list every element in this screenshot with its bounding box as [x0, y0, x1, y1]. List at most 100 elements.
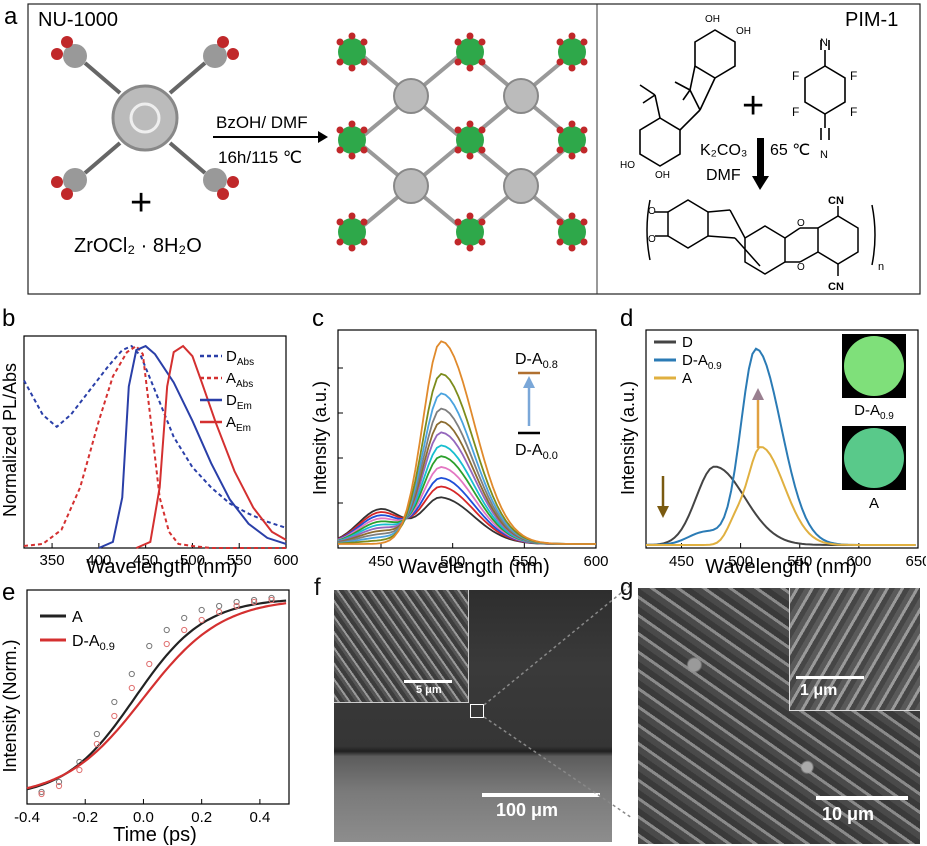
e-xtick-label: -0.2	[72, 809, 98, 826]
d-xtick-label: 500	[728, 553, 753, 570]
mof-oxygen	[348, 32, 356, 40]
d-legend-label: A	[682, 370, 692, 387]
mof-oxygen	[568, 212, 576, 220]
mof-oxygen	[556, 38, 564, 46]
b-ylabel: Normalized PL/Abs	[0, 363, 20, 517]
c-series-3	[337, 466, 596, 545]
e-point	[163, 640, 170, 648]
mof-oxygen	[580, 218, 588, 226]
e-point	[181, 626, 188, 634]
e-point	[268, 594, 275, 602]
mof-oxygen	[336, 218, 344, 226]
sem-inset: 5 μm	[334, 590, 469, 703]
panel-g-letter: g	[620, 574, 634, 601]
mof-zr-node	[338, 218, 366, 246]
panel-a-letter: a	[4, 3, 18, 30]
d-series-A	[646, 446, 916, 546]
panel-f-letter: f	[314, 574, 321, 601]
d-xtick-label: 600	[846, 553, 871, 570]
mof-oxygen	[336, 238, 344, 246]
mof-oxygen	[478, 218, 486, 226]
photo-label-a: A	[869, 495, 879, 512]
e-point	[163, 626, 170, 634]
mof-oxygen	[348, 244, 356, 252]
e-point	[55, 782, 63, 790]
d-legend-label: D	[682, 334, 693, 351]
mof-zr-node	[338, 38, 366, 66]
b-xtick-label: 450	[133, 552, 158, 569]
mof-zr-node	[456, 218, 484, 246]
c-xtick-label: 450	[368, 553, 393, 570]
d-xtick-label: 450	[669, 553, 694, 570]
pim-condition-base: K₂CO₃	[700, 142, 747, 159]
arrow-condition-top: BzOH/ DMF	[216, 113, 308, 132]
panel-c: c Intensity (a.u.) Wavelength (nm) 450 50…	[310, 305, 609, 578]
b-series-A_Em	[135, 344, 287, 549]
e-point	[38, 788, 45, 796]
e-legend-label: D-A0.9	[72, 633, 115, 653]
plus-sign: +	[130, 182, 152, 224]
mof-oxygen	[478, 38, 486, 46]
d-legend-label: D-A0.9	[682, 352, 722, 372]
nu1000-title: NU-1000	[38, 9, 118, 31]
d-ylabel: Intensity (a.u.)	[618, 381, 638, 495]
e-point	[128, 684, 135, 692]
e-point	[233, 602, 240, 610]
scale-label-10um: 10 μm	[822, 804, 875, 824]
poly-o-3: O	[797, 218, 805, 229]
mof-oxygen	[454, 58, 462, 66]
atom-n-1: N	[820, 37, 828, 49]
zoom-box	[470, 704, 484, 718]
mof-oxygen	[556, 238, 564, 246]
mof-oxygen	[360, 146, 368, 154]
mof-oxygen	[556, 58, 564, 66]
mof-oxygen	[466, 120, 474, 128]
panel-e-letter: e	[2, 579, 15, 606]
mof-oxygen	[580, 126, 588, 134]
sem-g-inset: 1 μm	[789, 588, 920, 711]
mof-linker-core	[393, 78, 429, 114]
sem-cross-section: 5 μm 100 μm	[334, 590, 612, 842]
e-legend-label: A	[72, 609, 83, 626]
mof-oxygen	[360, 218, 368, 226]
b-xtick-label: 550	[227, 552, 252, 569]
atom-oh-3: OH	[655, 170, 670, 181]
mof-oxygen	[580, 238, 588, 246]
mof-oxygen	[568, 120, 576, 128]
c-series-11	[338, 340, 596, 545]
b-xtick-label: 350	[40, 552, 65, 569]
pim1-monomer-1	[639, 29, 736, 167]
mof-oxygen	[348, 212, 356, 220]
mof-oxygen	[454, 38, 462, 46]
d-xlabel: Wavelength (nm)	[705, 556, 857, 578]
e-xtick-label: 0.4	[249, 809, 270, 826]
linker-molecule	[51, 36, 239, 200]
e-point	[268, 596, 275, 604]
e-point	[111, 698, 118, 706]
inset-scale-label: 5 μm	[416, 684, 442, 696]
e-point	[198, 616, 205, 624]
pim1-title: PIM-1	[845, 9, 898, 31]
c-annot-bottom: D-A0.0	[515, 442, 558, 462]
mof-oxygen	[568, 64, 576, 72]
mof-oxygen	[466, 32, 474, 40]
e-point	[128, 670, 135, 678]
atom-f-1: F	[792, 69, 799, 83]
atom-ho-1: HO	[620, 160, 635, 171]
e-point	[93, 740, 100, 748]
cn-bottom: CN	[828, 281, 844, 293]
e-point	[216, 602, 223, 610]
mof-zr-node	[338, 126, 366, 154]
e-ylabel: Intensity (Norm.)	[0, 639, 20, 772]
b-series-A_Abs	[23, 344, 286, 549]
scale-label-100um: 100 μm	[496, 800, 559, 820]
e-point	[181, 614, 188, 622]
mof-oxygen	[556, 146, 564, 154]
atom-f-3: F	[792, 105, 799, 119]
mof-oxygen	[454, 146, 462, 154]
mof-oxygen	[568, 152, 576, 160]
e-point	[38, 790, 45, 798]
e-point	[146, 642, 153, 650]
mof-zr-node	[558, 38, 586, 66]
